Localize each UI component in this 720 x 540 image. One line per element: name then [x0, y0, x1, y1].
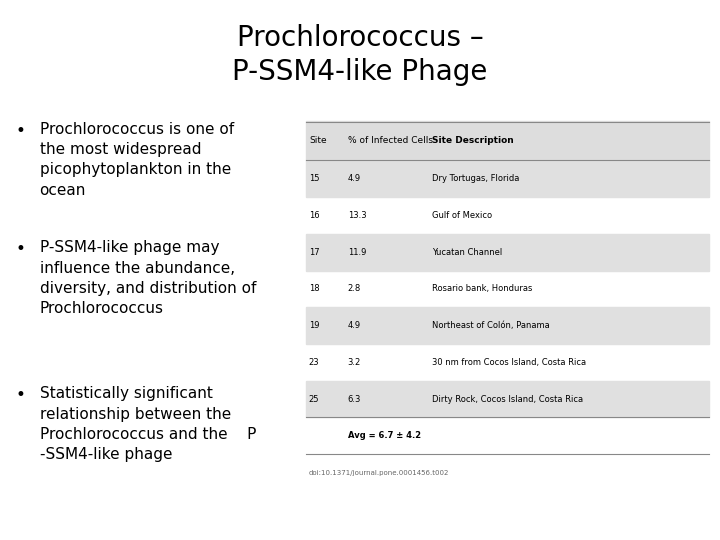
- Bar: [306, 160, 709, 197]
- Text: Statistically significant
relationship between the
Prochlorococcus and the    P
: Statistically significant relationship b…: [40, 386, 256, 462]
- Bar: [306, 381, 709, 417]
- Text: Prochlorococcus is one of
the most widespread
picophytoplankton in the
ocean: Prochlorococcus is one of the most wides…: [40, 122, 234, 198]
- Text: 6.3: 6.3: [348, 395, 361, 403]
- Text: 2.8: 2.8: [348, 285, 361, 293]
- Text: •: •: [16, 240, 26, 258]
- Text: 13.3: 13.3: [348, 211, 366, 220]
- Text: 16: 16: [309, 211, 320, 220]
- Text: Dry Tortugas, Florida: Dry Tortugas, Florida: [432, 174, 519, 183]
- Text: % of Infected Cells: % of Infected Cells: [348, 137, 433, 145]
- Text: 4.9: 4.9: [348, 174, 361, 183]
- Text: 11.9: 11.9: [348, 248, 366, 256]
- Text: Dirty Rock, Cocos Island, Costa Rica: Dirty Rock, Cocos Island, Costa Rica: [432, 395, 583, 403]
- Text: Prochlorococcus –
P-SSM4-like Phage: Prochlorococcus – P-SSM4-like Phage: [233, 24, 487, 86]
- Text: Northeast of Colón, Panama: Northeast of Colón, Panama: [432, 321, 550, 330]
- Text: 19: 19: [309, 321, 320, 330]
- Text: 17: 17: [309, 248, 320, 256]
- Text: doi:10.1371/journal.pone.0001456.t002: doi:10.1371/journal.pone.0001456.t002: [309, 470, 449, 476]
- Text: •: •: [16, 122, 26, 139]
- Bar: [306, 122, 709, 160]
- Text: 4.9: 4.9: [348, 321, 361, 330]
- Text: 23: 23: [309, 358, 320, 367]
- Bar: [306, 307, 709, 344]
- Text: 15: 15: [309, 174, 320, 183]
- Text: Rosario bank, Honduras: Rosario bank, Honduras: [432, 285, 532, 293]
- Bar: [306, 234, 709, 271]
- Text: P-SSM4-like phage may
influence the abundance,
diversity, and distribution of
Pr: P-SSM4-like phage may influence the abun…: [40, 240, 256, 316]
- Text: Gulf of Mexico: Gulf of Mexico: [432, 211, 492, 220]
- Text: Avg = 6.7 ± 4.2: Avg = 6.7 ± 4.2: [348, 431, 421, 440]
- Text: 18: 18: [309, 285, 320, 293]
- Text: Yucatan Channel: Yucatan Channel: [432, 248, 503, 256]
- Text: Site: Site: [309, 137, 326, 145]
- Text: 30 nm from Cocos Island, Costa Rica: 30 nm from Cocos Island, Costa Rica: [432, 358, 586, 367]
- Text: •: •: [16, 386, 26, 404]
- Text: 3.2: 3.2: [348, 358, 361, 367]
- Text: Site Description: Site Description: [432, 137, 514, 145]
- Text: 25: 25: [309, 395, 320, 403]
